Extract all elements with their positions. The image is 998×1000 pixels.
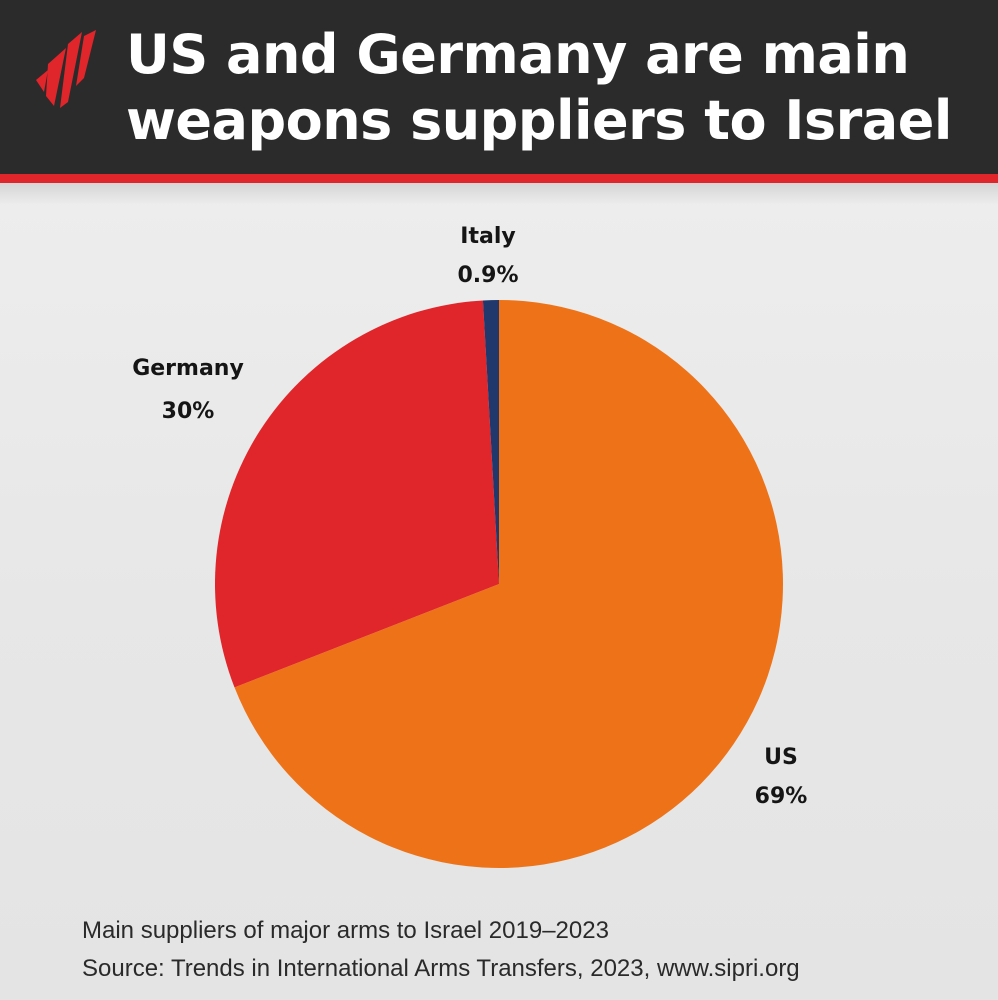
pie-slice-us <box>234 300 784 868</box>
pie-labels: US 69% Germany 30% Italy 0.9% <box>132 224 807 809</box>
chart-caption: Main suppliers of major arms to Israel 2… <box>82 912 982 988</box>
slice-label-us: US <box>764 745 798 770</box>
logo-stroke-1 <box>36 70 48 92</box>
pie-slice-germany <box>214 300 499 688</box>
slice-value-germany: 30% <box>162 399 215 424</box>
header-shadow <box>0 183 998 205</box>
caption-source: Source: Trends in International Arms Tra… <box>82 955 800 982</box>
header-red-rule <box>0 174 998 183</box>
logo-stroke-2 <box>46 48 66 106</box>
sbs-news-logo-icon <box>36 30 96 108</box>
slice-label-italy: Italy <box>460 224 515 249</box>
page-title: US and Germany are main weapons supplier… <box>126 22 986 154</box>
caption-description: Main suppliers of major arms to Israel 2… <box>82 917 609 944</box>
logo-strokes <box>36 30 96 108</box>
logo-stroke-3 <box>60 32 82 108</box>
pie-slice-italy <box>482 300 499 584</box>
title-line-2: weapons suppliers to Israel <box>126 89 952 152</box>
slice-value-us: 69% <box>755 784 808 809</box>
slice-label-germany: Germany <box>132 356 244 381</box>
pie-slices <box>214 300 784 868</box>
slice-value-italy: 0.9% <box>457 263 518 288</box>
title-line-1: US and Germany are main <box>126 23 910 86</box>
header-bar <box>0 0 998 174</box>
logo-stroke-4 <box>76 30 96 86</box>
